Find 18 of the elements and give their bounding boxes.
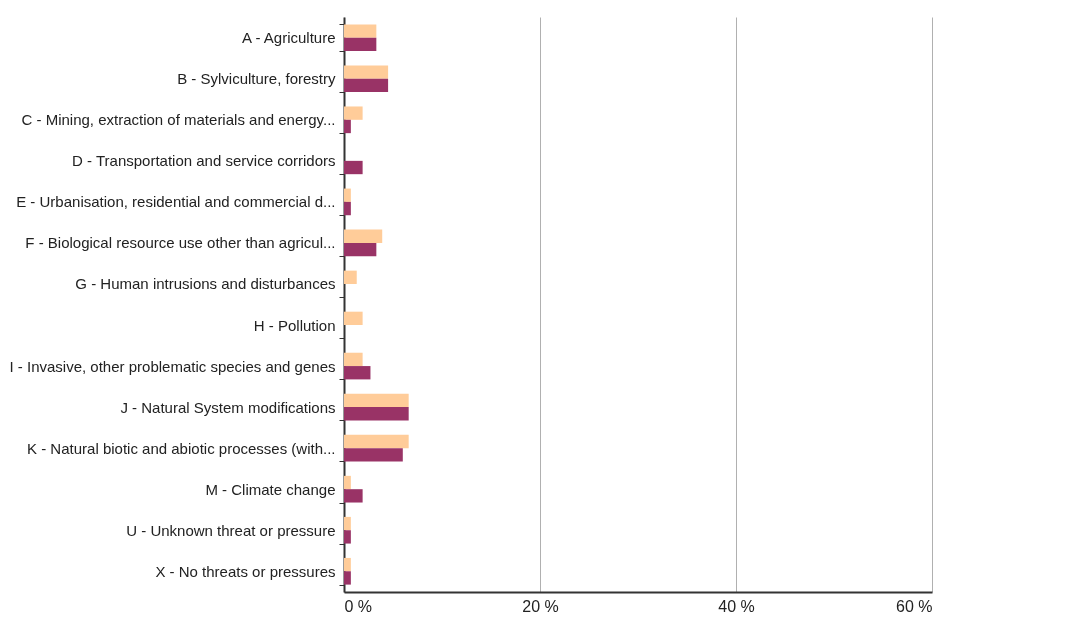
y-tick-label: J - Natural System modifications	[120, 398, 336, 416]
y-tick-label: F - Biological resource use other than agricul...	[25, 234, 336, 252]
y-tick-label: U - Unknown threat or pressure	[126, 521, 336, 539]
y-tick-label: C - Mining, extraction of materials and energy...	[21, 111, 336, 129]
x-tick-label: 40 %	[718, 597, 755, 615]
y-tick-label: I - Invasive, other problematic species and genes	[9, 357, 336, 375]
y-tick-label: B - Sylviculture, forestry	[177, 70, 336, 88]
y-tick-label: G - Human intrusions and disturbances	[75, 275, 336, 293]
y-tick-label: M - Climate change	[205, 480, 336, 498]
y-tick-label: X - No threats or pressures	[155, 562, 336, 580]
x-tick-label: 0 %	[344, 597, 373, 615]
x-tick-label: 60 %	[896, 597, 933, 615]
y-tick-label: K - Natural biotic and abiotic processes (with...	[27, 439, 336, 457]
y-tick-label: E - Urbanisation, residential and commercial d...	[16, 193, 336, 211]
y-tick-label: A - Agriculture	[242, 29, 336, 47]
y-tick-label: H - Pollution	[253, 316, 336, 334]
x-tick-label: 20 %	[522, 597, 559, 615]
y-tick-label: D - Transportation and service corridors	[72, 152, 336, 170]
